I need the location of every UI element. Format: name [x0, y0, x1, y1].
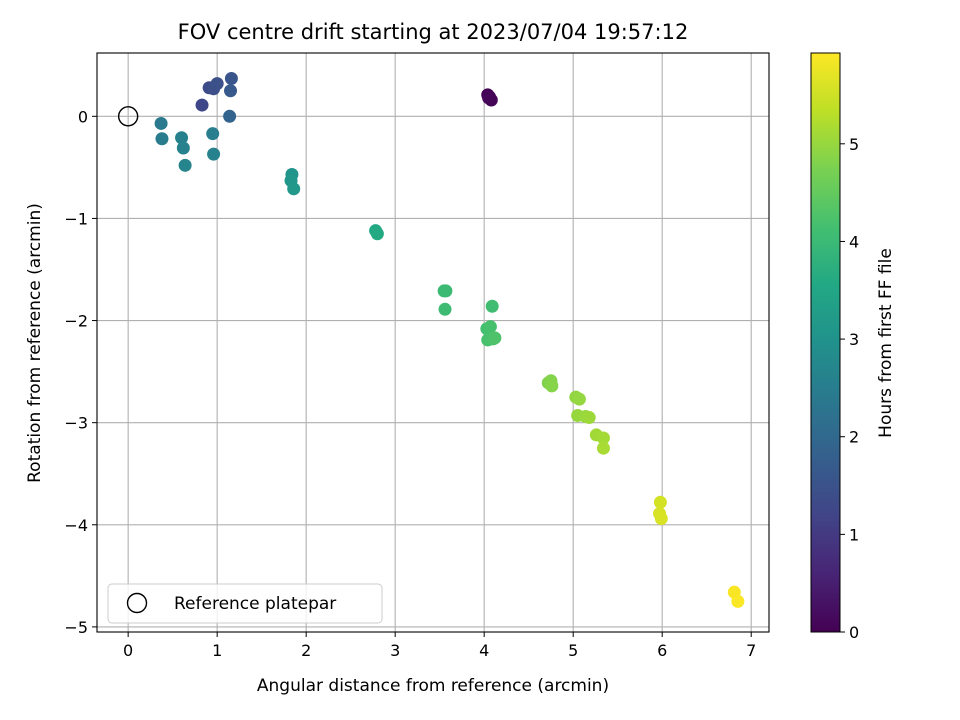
data-point — [154, 116, 168, 130]
colorbar-tick-label: 2 — [849, 428, 859, 447]
colorbar-tick-label: 1 — [849, 525, 859, 544]
data-point — [596, 431, 610, 445]
data-point — [582, 411, 596, 425]
reference-point-icon — [117, 106, 139, 127]
data-point — [439, 284, 453, 298]
data-point — [545, 379, 559, 393]
data-point — [206, 127, 220, 141]
data-point — [731, 594, 745, 608]
data-point — [223, 109, 237, 123]
data-point — [224, 72, 238, 86]
colorbar-tick-label: 4 — [849, 232, 859, 251]
data-point — [207, 147, 221, 161]
data-point — [483, 320, 497, 334]
data-point — [485, 299, 499, 313]
x-tick-label: 1 — [212, 641, 222, 660]
data-point — [596, 441, 610, 455]
colorbar-gradient — [810, 52, 841, 633]
data-point — [654, 512, 668, 526]
x-tick-label: 2 — [301, 641, 311, 660]
x-tick-label: 6 — [657, 641, 667, 660]
data-point — [572, 392, 586, 406]
colorbar-tick-label: 3 — [849, 330, 859, 349]
chart-title: FOV centre drift starting at 2023/07/04 … — [178, 20, 689, 44]
data-point — [488, 331, 502, 345]
y-tick-label: 0 — [78, 107, 88, 126]
y-tick-label: −3 — [64, 414, 88, 433]
colorbar-tick-label: 5 — [849, 135, 859, 154]
data-point — [175, 131, 189, 145]
colorbar-label: Hours from first FF file — [876, 248, 896, 438]
y-tick-label: −2 — [64, 312, 88, 331]
data-point — [210, 77, 224, 91]
x-axis-ticks: 0 1 2 3 4 5 6 7 — [123, 632, 756, 660]
legend-marker-icon — [126, 592, 148, 614]
x-tick-label: 0 — [123, 641, 133, 660]
plot-frame — [96, 52, 770, 633]
legend-label: Reference platepar — [174, 594, 336, 614]
data-point — [482, 91, 496, 105]
data-point — [176, 141, 190, 155]
x-tick-label: 5 — [568, 641, 578, 660]
x-tick-label: 7 — [746, 641, 756, 660]
data-point — [155, 132, 169, 146]
data-point — [370, 227, 384, 241]
y-tick-label: −4 — [64, 516, 88, 535]
y-tick-label: −5 — [64, 618, 88, 637]
data-point — [195, 98, 209, 112]
grid-lines — [97, 53, 769, 632]
data-point — [224, 84, 238, 98]
y-axis-ticks: 0 −1 −2 −3 −4 −5 — [64, 107, 97, 637]
x-axis-label: Angular distance from reference (arcmin) — [257, 676, 609, 696]
data-point — [653, 495, 667, 509]
colorbar-ticks: 0 1 2 3 4 5 — [840, 135, 859, 642]
y-tick-label: −1 — [64, 209, 88, 228]
colorbar-tick-label: 0 — [849, 623, 859, 642]
x-tick-label: 4 — [479, 641, 489, 660]
y-axis-label: Rotation from reference (arcmin) — [25, 203, 45, 483]
x-tick-label: 3 — [390, 641, 400, 660]
data-points — [154, 72, 745, 608]
data-point — [438, 302, 452, 316]
legend: Reference platepar — [107, 583, 383, 624]
data-point — [178, 158, 192, 172]
data-point — [287, 182, 301, 196]
reference-marker — [117, 106, 139, 127]
legend-box — [107, 583, 383, 624]
colorbar: 0 1 2 3 4 5 Hours from first FF file — [810, 52, 896, 642]
